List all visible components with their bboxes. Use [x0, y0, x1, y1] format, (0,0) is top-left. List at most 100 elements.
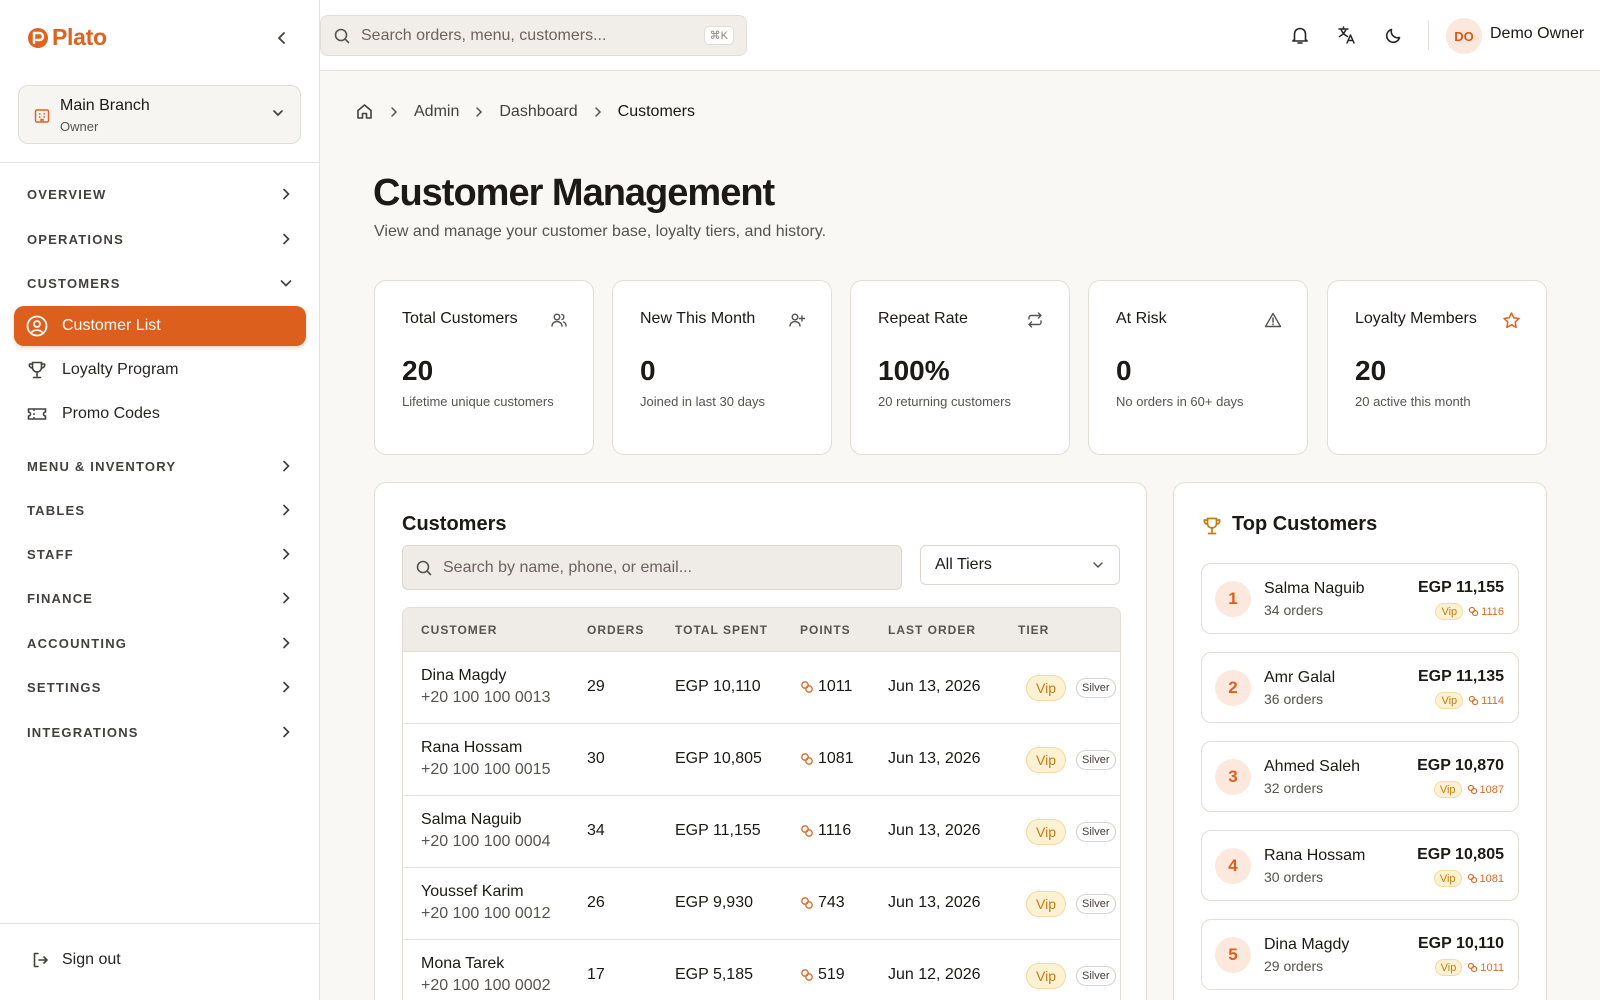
table-row[interactable]: Youssef Karim +20 100 100 0012 26 EGP 9,…	[403, 868, 1120, 940]
coins-icon	[1467, 784, 1477, 795]
global-search-input[interactable]: Search orders, menu, customers... ⌘K	[320, 15, 747, 56]
stat-card-at-risk: At Risk 0 No orders in 60+ days	[1088, 280, 1308, 455]
table-row[interactable]: Mona Tarek +20 100 100 0002 17 EGP 5,185…	[403, 940, 1120, 1000]
customers-card: Customers Search by name, phone, or emai…	[374, 482, 1147, 1000]
points-value: 1087	[1479, 783, 1504, 796]
collapse-sidebar-button[interactable]	[270, 26, 294, 50]
breadcrumb-dashboard[interactable]: Dashboard	[499, 102, 578, 120]
sidebar-item-label: Customer List	[62, 317, 161, 334]
nav-section-overview[interactable]: OVERVIEW	[27, 182, 293, 206]
column-header-last-order[interactable]: LAST ORDER	[888, 623, 976, 637]
breadcrumb-customers: Customers	[617, 102, 695, 120]
top-customer-meta: Vip 1116	[1435, 603, 1504, 620]
customer-orders: 26	[587, 894, 605, 911]
top-customer-item[interactable]: 4 Rana Hossam 30 orders EGP 10,805 Vip 1…	[1201, 830, 1519, 901]
coins-icon	[801, 969, 813, 981]
top-customer-orders: 32 orders	[1264, 780, 1324, 796]
customer-points: 743	[800, 894, 845, 912]
moon-icon	[1385, 28, 1401, 44]
top-customer-name: Ahmed Saleh	[1264, 758, 1361, 775]
customer-search-input[interactable]: Search by name, phone, or email...	[402, 545, 902, 590]
top-customer-orders: 36 orders	[1264, 691, 1324, 707]
top-customer-orders: 29 orders	[1264, 958, 1324, 974]
top-customer-spent: EGP 10,110	[1418, 935, 1504, 952]
top-customer-meta: Vip 1087	[1433, 781, 1504, 798]
nav-section-accounting[interactable]: ACCOUNTING	[27, 631, 293, 655]
nav-section-operations[interactable]: OPERATIONS	[27, 227, 293, 251]
top-customer-item[interactable]: 1 Salma Naguib 34 orders EGP 11,155 Vip …	[1201, 563, 1519, 634]
language-button[interactable]	[1335, 23, 1359, 47]
translate-icon	[1338, 26, 1355, 44]
customer-name: Dina Magdy	[421, 667, 507, 684]
top-customer-item[interactable]: 2 Amr Galal 36 orders EGP 11,135 Vip 111…	[1201, 652, 1519, 723]
stat-card-new-this-month: New This Month 0 Joined in last 30 days	[612, 280, 832, 455]
stat-label: Repeat Rate	[878, 310, 968, 327]
nav-section-label: OPERATIONS	[27, 231, 124, 247]
tier-badge: Vip	[1433, 781, 1462, 798]
top-customer-name: Rana Hossam	[1264, 847, 1366, 864]
avatar[interactable]: DO	[1446, 18, 1482, 54]
nav-section-tables[interactable]: TABLES	[27, 498, 293, 522]
sidebar-item-loyalty-program[interactable]: Loyalty Program	[14, 350, 306, 390]
sidebar-item-promo-codes[interactable]: Promo Codes	[14, 394, 306, 434]
search-icon	[334, 28, 350, 43]
column-header-total-spent[interactable]: TOTAL SPENT	[675, 623, 769, 637]
theme-toggle-button[interactable]	[1382, 23, 1406, 47]
coins-icon	[1467, 873, 1477, 884]
top-customer-meta: Vip 1011	[1434, 959, 1504, 976]
table-row[interactable]: Rana Hossam +20 100 100 0015 30 EGP 10,8…	[403, 724, 1120, 796]
points-value: 519	[818, 966, 845, 983]
chevron-right-icon	[391, 106, 398, 117]
column-header-orders[interactable]: ORDERS	[587, 623, 645, 637]
sidebar-divider	[0, 162, 320, 163]
stat-card-loyalty-members: Loyalty Members 20 20 active this month	[1327, 280, 1547, 455]
sign-out-button[interactable]: Sign out	[30, 950, 121, 970]
user-circle-icon	[26, 315, 48, 337]
alert-triangle-icon	[1264, 312, 1282, 328]
top-customer-name: Amr Galal	[1264, 669, 1336, 686]
column-header-tier[interactable]: TIER	[1018, 623, 1050, 637]
nav-section-customers[interactable]: CUSTOMERS	[27, 271, 293, 295]
sidebar: Plato Main Branch Owner OVERVIEW OPERATI…	[0, 0, 320, 1000]
column-header-customer[interactable]: CUSTOMER	[421, 623, 498, 637]
ticket-icon	[27, 408, 47, 420]
chevron-left-icon	[278, 32, 285, 44]
coins-icon	[1468, 962, 1478, 973]
top-customer-points: 1116	[1468, 606, 1504, 618]
stat-description: Lifetime unique customers	[402, 394, 554, 409]
table-row[interactable]: Salma Naguib +20 100 100 0004 34 EGP 11,…	[403, 796, 1120, 868]
repeat-icon	[1028, 312, 1042, 328]
user-name[interactable]: Demo Owner	[1490, 25, 1585, 42]
customer-points: 1011	[800, 678, 852, 696]
nav-section-settings[interactable]: SETTINGS	[27, 675, 293, 699]
column-header-points[interactable]: POINTS	[800, 623, 851, 637]
nav-section-label: OVERVIEW	[27, 186, 107, 202]
nav-section-menu-inventory[interactable]: MENU & INVENTORY	[27, 454, 293, 478]
user-plus-icon	[789, 313, 806, 327]
top-customer-item[interactable]: 5 Dina Magdy 29 orders EGP 10,110 Vip 10…	[1201, 919, 1519, 990]
rank-badge: 1	[1215, 581, 1251, 617]
chevron-right-icon	[283, 592, 290, 604]
breadcrumb-admin[interactable]: Admin	[414, 102, 460, 120]
table-row[interactable]: Dina Magdy +20 100 100 0013 29 EGP 10,11…	[403, 652, 1120, 724]
nav-section-integrations[interactable]: INTEGRATIONS	[27, 720, 293, 744]
notifications-button[interactable]	[1288, 23, 1312, 47]
coins-icon	[801, 825, 813, 837]
nav-section-staff[interactable]: STAFF	[27, 542, 293, 566]
top-customer-points: 1087	[1467, 784, 1504, 796]
stat-card-repeat-rate: Repeat Rate 100% 20 returning customers	[850, 280, 1070, 455]
customer-phone: +20 100 100 0015	[421, 761, 551, 778]
top-customer-meta: Vip 1114	[1435, 692, 1504, 709]
top-customer-name: Salma Naguib	[1264, 580, 1365, 597]
home-icon[interactable]	[355, 102, 374, 121]
customer-phone: +20 100 100 0013	[421, 689, 551, 706]
top-customer-item[interactable]: 3 Ahmed Saleh 32 orders EGP 10,870 Vip 1…	[1201, 741, 1519, 812]
tier-filter-select[interactable]: All Tiers	[920, 545, 1120, 585]
customer-total-spent: EGP 11,155	[675, 822, 761, 839]
sidebar-item-customer-list[interactable]: Customer List	[14, 306, 306, 346]
stat-label: At Risk	[1116, 310, 1167, 327]
app-logo[interactable]: Plato	[27, 24, 107, 51]
nav-section-finance[interactable]: FINANCE	[27, 586, 293, 610]
customer-last-order: Jun 13, 2026	[888, 822, 981, 839]
branch-selector[interactable]: Main Branch Owner	[18, 85, 301, 144]
